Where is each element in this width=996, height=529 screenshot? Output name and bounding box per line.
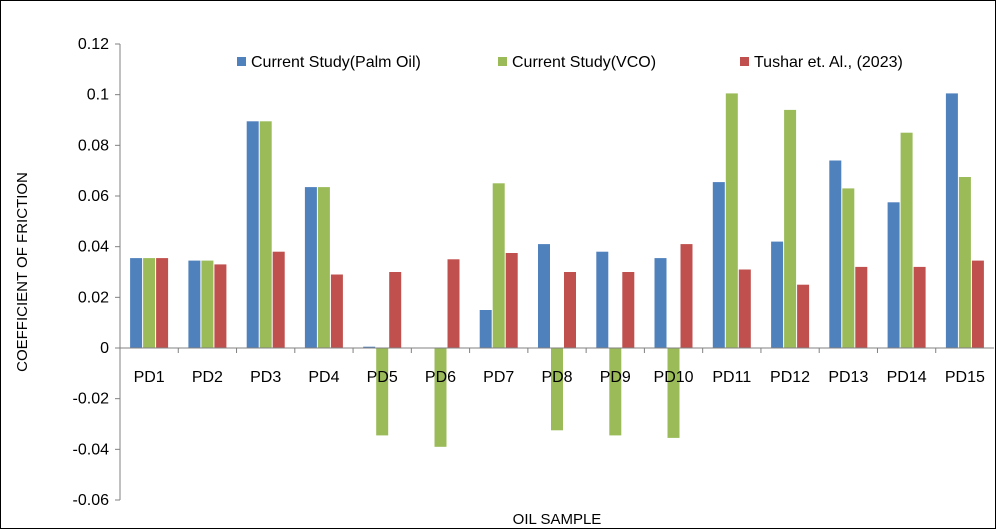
x-tick-label: PD5 bbox=[367, 369, 398, 386]
y-tick-label: -0.06 bbox=[73, 492, 110, 509]
legend-swatch bbox=[740, 57, 749, 66]
x-axis-ticks: PD1 PD2 PD3 PD4 PD5 PD6 PD7 PD8 PD9 PD10 PD11 PD12 P… bbox=[119, 348, 985, 386]
legend: Current Study(Palm Oil) Current Study(VCO… bbox=[237, 54, 903, 71]
bar bbox=[447, 259, 460, 348]
bar bbox=[596, 251, 609, 348]
legend-label: Current Study(VCO) bbox=[512, 54, 656, 71]
y-axis-title: COEFFICIENT OF FRICTION bbox=[14, 172, 31, 372]
y-tick-label: 0.04 bbox=[78, 239, 109, 256]
x-tick-label: PD15 bbox=[945, 369, 985, 386]
legend-label: Tushar et. Al., (2023) bbox=[754, 54, 903, 71]
y-tick-label: 0.1 bbox=[87, 87, 109, 104]
bar bbox=[143, 258, 156, 348]
bar bbox=[797, 284, 810, 348]
x-tick-label: PD1 bbox=[134, 369, 165, 386]
y-tick-label: 0 bbox=[100, 340, 109, 357]
bar bbox=[738, 269, 751, 348]
bar bbox=[389, 272, 402, 348]
bar bbox=[771, 241, 784, 348]
bar bbox=[479, 310, 492, 348]
series-1 bbox=[130, 93, 958, 349]
bar bbox=[712, 182, 725, 348]
bar bbox=[900, 132, 913, 348]
bar bbox=[971, 260, 984, 348]
bar bbox=[622, 272, 635, 348]
x-tick-label: PD10 bbox=[654, 369, 694, 386]
bar bbox=[330, 274, 343, 348]
y-tick-label: 0.08 bbox=[78, 137, 109, 154]
bar bbox=[492, 183, 505, 348]
bar bbox=[434, 348, 447, 447]
bar bbox=[551, 348, 563, 431]
bar bbox=[201, 260, 214, 348]
y-tick-label: 0.02 bbox=[78, 289, 109, 306]
bar bbox=[887, 202, 900, 348]
bar bbox=[609, 348, 622, 436]
bar bbox=[680, 244, 693, 348]
bar bbox=[564, 272, 576, 348]
x-tick-label: PD14 bbox=[887, 369, 927, 386]
bar bbox=[538, 244, 550, 348]
bar bbox=[505, 253, 518, 348]
bar bbox=[130, 258, 143, 348]
x-tick-label: PD12 bbox=[770, 369, 810, 386]
y-tick-label: 0.06 bbox=[78, 188, 109, 205]
bar bbox=[317, 187, 330, 348]
legend-swatch bbox=[498, 57, 507, 66]
bar bbox=[272, 251, 285, 348]
bar bbox=[829, 160, 842, 348]
x-tick-label: PD4 bbox=[308, 369, 339, 386]
bar bbox=[667, 348, 680, 438]
bar bbox=[156, 258, 169, 348]
plot-area bbox=[119, 44, 994, 500]
x-tick-label: PD9 bbox=[600, 369, 631, 386]
bar bbox=[376, 348, 389, 436]
legend-label: Current Study(Palm Oil) bbox=[251, 54, 421, 71]
series-2 bbox=[143, 93, 971, 447]
bar bbox=[913, 266, 926, 348]
bar bbox=[188, 260, 201, 348]
bar bbox=[259, 121, 272, 348]
legend-swatch bbox=[237, 57, 246, 66]
bar bbox=[654, 258, 667, 348]
y-tick-label: 0.12 bbox=[78, 36, 109, 53]
x-axis-title: OIL SAMPLE bbox=[513, 511, 602, 528]
x-tick-label: PD11 bbox=[712, 369, 751, 386]
bar bbox=[725, 93, 738, 349]
bar bbox=[945, 93, 958, 349]
x-tick-label: PD3 bbox=[250, 369, 281, 386]
x-tick-label: PD2 bbox=[192, 369, 223, 386]
y-tick-label: -0.02 bbox=[73, 391, 110, 408]
bar bbox=[958, 177, 971, 348]
bar bbox=[246, 121, 259, 348]
x-tick-label: PD13 bbox=[828, 369, 868, 386]
series-3 bbox=[156, 244, 984, 348]
y-axis-ticks: 0.12 0.1 0.08 0.06 0.04 0.02 0 -0.02 -0.04 -0.06 bbox=[73, 36, 120, 509]
x-tick-label: PD8 bbox=[541, 369, 572, 386]
x-tick-label: PD7 bbox=[483, 369, 514, 386]
x-tick-label: PD6 bbox=[425, 369, 456, 386]
bar bbox=[842, 188, 855, 348]
bar bbox=[363, 346, 376, 348]
bar bbox=[855, 266, 868, 348]
y-tick-label: -0.04 bbox=[73, 441, 110, 458]
bar bbox=[784, 109, 797, 349]
bar bbox=[304, 187, 317, 348]
bar bbox=[214, 264, 227, 348]
